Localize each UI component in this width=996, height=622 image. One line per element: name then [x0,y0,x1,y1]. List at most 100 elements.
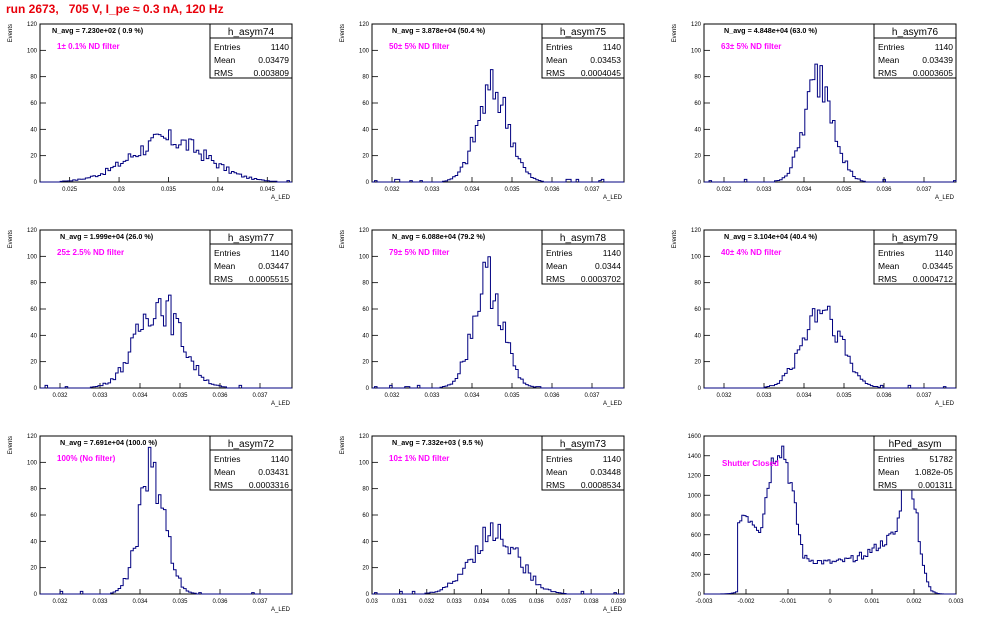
navg-label: N_avg = 7.332e+03 ( 9.5 %) [392,438,484,447]
histogram-name: h_asym77 [228,233,275,244]
y-tick-label: 100 [359,48,370,54]
x-tick-label: 0.033 [424,393,440,399]
histogram-panel-h_asym79: 0 20 40 60 80 100 120 0.032 0.033 0.034 0.035 0.036… [672,228,957,407]
stat-label-mean: Mean [878,467,900,477]
stats-box: h_asym72 Entries 1140 Mean 0.03431 RMS 0.00033… [209,435,293,491]
stat-value-mean: 0.03479 [258,55,289,65]
x-tick-label: 0.032 [716,393,732,399]
stat-label-rms: RMS [878,274,897,284]
y-tick-label: 400 [691,553,702,559]
histogram-name: h_asym76 [892,27,939,38]
x-tick-label: 0.033 [92,393,108,399]
histogram-name: h_asym79 [892,233,939,244]
y-tick-label: 80 [30,75,37,81]
stat-label-rms: RMS [878,68,897,78]
histogram-panel-h_asym75: 0 20 40 60 80 100 120 0.032 0.033 0.034 0.035 0.036… [340,22,625,201]
histogram-name: h_asym72 [228,439,275,450]
x-tick-label: -0.002 [737,599,755,605]
filter-annotation: 25± 2.5% ND filter [57,248,124,257]
stat-label-entries: Entries [878,454,904,464]
navg-label: N_avg = 7.691e+04 (100.0 %) [60,438,158,447]
x-tick-label: 0.04 [212,187,224,193]
y-tick-label: 60 [30,101,37,107]
histogram-panel-h_asym76: 0 20 40 60 80 100 120 0.032 0.033 0.034 0.035 0.036… [672,22,957,201]
y-tick-label: 120 [691,228,702,234]
y-tick-label: 100 [691,254,702,260]
stat-label-mean: Mean [214,467,236,477]
y-tick-label: 1000 [688,493,702,499]
stat-label-entries: Entries [214,42,240,52]
histogram-series [704,305,956,389]
y-tick-label: 20 [694,154,701,160]
stat-value-entries: 1140 [935,248,954,258]
x-tick-label: 0.035 [172,599,188,605]
stats-box: h_asym76 Entries 1140 Mean 0.03439 RMS 0.00036… [873,23,957,79]
histogram-name: hPed_asym [889,439,942,450]
stat-label-mean: Mean [878,55,900,65]
stat-label-entries: Entries [878,42,904,52]
histogram-name: h_asym75 [560,27,607,38]
y-tick-label: 120 [691,22,702,28]
stat-value-rms: 0.0003316 [249,480,289,490]
y-tick-label: 120 [27,228,38,234]
y-tick-label: 100 [27,254,38,260]
x-tick-label: 0.032 [716,187,732,193]
stat-value-entries: 51782 [929,454,953,464]
histogram-series [40,129,292,183]
navg-label: N_avg = 3.878e+04 (50.4 %) [392,26,486,35]
x-tick-label: -0.003 [695,599,713,605]
stat-value-rms: 0.0003702 [581,274,621,284]
navg-label: N_avg = 1.999e+04 (26.0 %) [60,232,154,241]
x-tick-label: 0.036 [544,393,560,399]
y-tick-label: 40 [30,539,37,545]
y-tick-label: 40 [30,127,37,133]
y-axis-label: Events [340,230,346,248]
x-tick-label: 0.038 [584,599,600,605]
y-tick-label: 20 [362,566,369,572]
x-tick-label: 0.033 [756,393,772,399]
stat-label-rms: RMS [546,274,565,284]
y-tick-label: 80 [30,487,37,493]
filter-annotation: 79± 5% ND filter [389,248,449,257]
navg-label: N_avg = 3.104e+04 (40.4 %) [724,232,818,241]
y-axis-label: Events [8,24,14,42]
stat-label-mean: Mean [878,261,900,271]
filter-annotation: 40± 4% ND filter [721,248,781,257]
x-tick-label: 0.036 [212,393,228,399]
histogram-panel-h_asym78: 0 20 40 60 80 100 120 0.032 0.033 0.034 0.035 0.036… [340,228,625,407]
navg-label: N_avg = 6.088e+04 (79.2 %) [392,232,486,241]
stat-label-entries: Entries [546,454,572,464]
y-tick-label: 800 [691,513,702,519]
stat-value-entries: 1140 [271,454,290,464]
histogram-panel-h_asym72: 0 20 40 60 80 100 120 0.032 0.033 0.034 0.035 0.036… [8,434,293,613]
y-tick-label: 80 [362,75,369,81]
stat-label-entries: Entries [546,42,572,52]
stat-value-mean: 0.0344 [595,261,621,271]
y-tick-label: 60 [30,307,37,313]
filter-annotation: 50± 5% ND filter [389,42,449,51]
x-axis-label: A_LED [603,607,623,613]
stat-value-entries: 1140 [603,454,622,464]
filter-annotation: 10± 1% ND filter [389,454,449,463]
x-axis-label: A_LED [271,195,291,201]
stat-label-rms: RMS [878,480,897,490]
stat-value-rms: 0.003809 [254,68,290,78]
x-tick-label: 0.035 [836,393,852,399]
y-tick-label: 60 [694,307,701,313]
x-axis-label: A_LED [603,195,623,201]
x-tick-label: 0.031 [392,599,408,605]
x-tick-label: 0.034 [464,393,480,399]
x-tick-label: 0.036 [544,187,560,193]
y-axis-label: Events [672,24,678,42]
y-tick-label: 80 [694,75,701,81]
x-tick-label: 0.034 [132,599,148,605]
x-tick-label: 0.025 [62,187,78,193]
y-tick-label: 60 [694,101,701,107]
stat-label-mean: Mean [546,467,568,477]
histogram-name: h_asym78 [560,233,607,244]
y-tick-label: 1600 [688,434,702,440]
histogram-panel-h_asym73: 0 20 40 60 80 100 120 0.03 0.031 0.032 0.033 0.034 0… [340,434,627,613]
histogram-series [372,522,624,595]
stat-label-mean: Mean [546,261,568,271]
stat-label-rms: RMS [214,480,233,490]
